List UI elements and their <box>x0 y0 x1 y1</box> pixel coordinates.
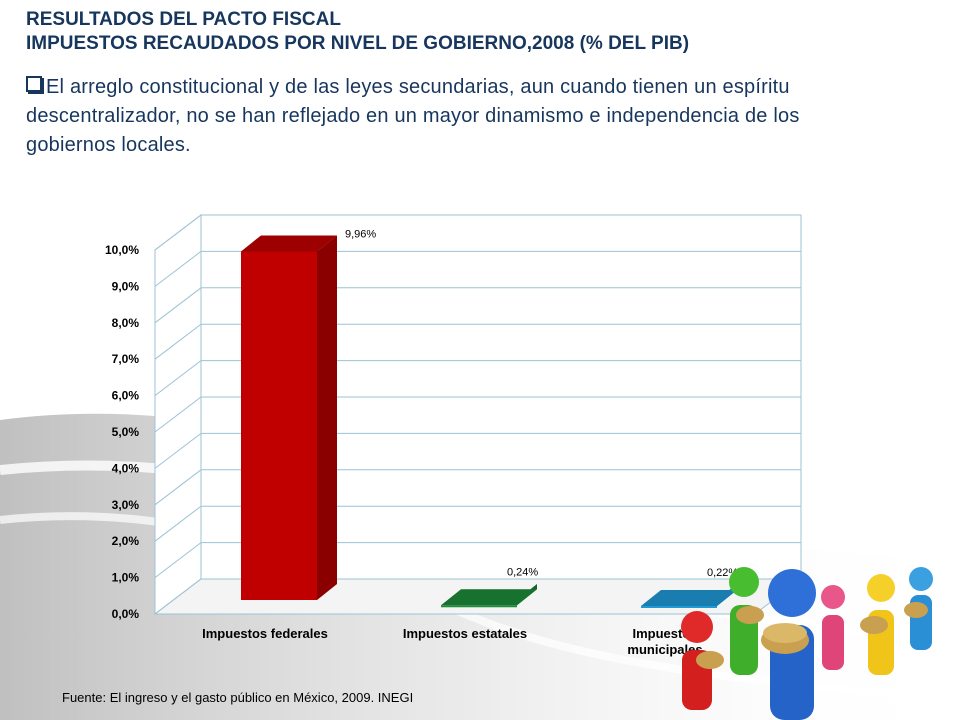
bar-front <box>241 251 317 600</box>
gridline <box>154 432 801 469</box>
x-category-label: Impuestos estatales <box>403 626 527 641</box>
bar-top-shade <box>241 235 337 252</box>
bar-top-shade <box>441 589 537 606</box>
red-figure <box>681 611 724 710</box>
gridline <box>154 396 801 433</box>
y-tick-label: 2,0% <box>112 534 140 548</box>
bullet-paragraph: El arreglo constitucional y de las leyes… <box>26 73 856 160</box>
bar-front <box>441 605 517 608</box>
gridline <box>154 287 801 324</box>
gridline <box>154 505 801 542</box>
source-note: Fuente: El ingreso y el gasto público en… <box>62 690 414 705</box>
y-tick-label: 9,0% <box>112 279 140 293</box>
checkbox-bullet-icon <box>26 76 42 92</box>
y-tick-label: 1,0% <box>112 571 140 585</box>
yellow-figure <box>860 574 895 675</box>
data-label: 9,96% <box>345 228 376 240</box>
y-tick-label: 6,0% <box>112 389 140 403</box>
title-line-2: IMPUESTOS RECAUDADOS POR NIVEL DE GOBIER… <box>26 33 690 54</box>
gridline <box>154 469 801 506</box>
y-tick-label: 3,0% <box>112 498 140 512</box>
gridline <box>154 250 801 287</box>
x-category-label: municipales <box>627 642 702 657</box>
gridline <box>154 323 801 360</box>
gridline <box>154 542 801 578</box>
x-category-label: Impuestos federales <box>202 626 328 641</box>
people-with-coins-illustration <box>681 567 933 720</box>
gridline <box>154 578 801 615</box>
blue-figure <box>761 569 816 720</box>
gridline <box>154 360 801 396</box>
bar-top <box>241 235 337 252</box>
y-tick-label: 10,0% <box>105 243 139 257</box>
slide-title: RESULTADOS DEL PACTO FISCAL IMPUESTOS RE… <box>26 8 689 56</box>
y-tick-label: 0,0% <box>112 607 140 621</box>
y-tick-label: 8,0% <box>112 316 140 330</box>
title-line-1: RESULTADOS DEL PACTO FISCAL <box>26 9 341 30</box>
y-tick-label: 7,0% <box>112 352 140 366</box>
bar-side <box>317 235 337 600</box>
bar-top <box>441 589 537 606</box>
bullet-text: El arreglo constitucional y de las leyes… <box>26 76 800 156</box>
gridline <box>154 214 801 251</box>
bar-top-shade <box>641 589 737 606</box>
bar-side-shade <box>317 235 337 600</box>
y-tick-label: 5,0% <box>112 425 140 439</box>
data-label: 0,24% <box>507 566 538 578</box>
bar-top <box>641 589 737 606</box>
lightblue-figure <box>904 567 933 650</box>
y-tick-label: 4,0% <box>112 461 140 475</box>
bar-front <box>641 605 717 608</box>
green-figure <box>729 567 764 675</box>
pink-figure <box>821 585 845 670</box>
